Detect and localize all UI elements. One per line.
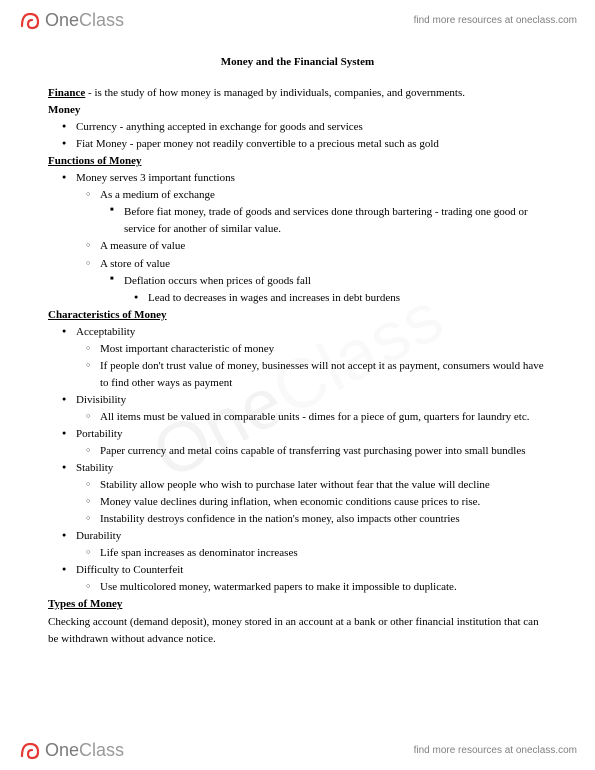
list-item: Paper currency and metal coins capable o… <box>48 443 547 460</box>
functions-heading: Functions of Money <box>48 153 547 170</box>
list-item: As a medium of exchange <box>48 187 547 204</box>
list-item: Portability <box>48 426 547 443</box>
list-item: If people don't trust value of money, bu… <box>48 358 547 392</box>
finance-label: Finance <box>48 87 85 99</box>
list-item: Divisibility <box>48 392 547 409</box>
header-resources-link[interactable]: find more resources at oneclass.com <box>414 15 577 26</box>
list-item: Money value declines during inflation, w… <box>48 494 547 511</box>
types-paragraph: Checking account (demand deposit), money… <box>48 614 547 648</box>
list-item: A store of value <box>48 256 547 273</box>
money-list: Currency - anything accepted in exchange… <box>48 119 547 153</box>
list-item: Durability <box>48 528 547 545</box>
logo-text-class: Class <box>79 740 124 761</box>
list-item: Lead to decreases in wages and increases… <box>48 290 547 307</box>
characteristics-heading: Characteristics of Money <box>48 307 547 324</box>
footer-resources-link[interactable]: find more resources at oneclass.com <box>414 745 577 756</box>
list-item: Difficulty to Counterfeit <box>48 562 547 579</box>
list-item: Money serves 3 important functions <box>48 170 547 187</box>
list-item: Before fiat money, trade of goods and se… <box>48 204 547 238</box>
logo[interactable]: OneClass <box>18 8 124 32</box>
logo-text-class: Class <box>79 10 124 31</box>
list-item: A measure of value <box>48 238 547 255</box>
characteristics-list: Acceptability Most important characteris… <box>48 324 547 597</box>
page-footer: OneClass find more resources at oneclass… <box>0 734 595 770</box>
list-item: Most important characteristic of money <box>48 341 547 358</box>
list-item: Fiat Money - paper money not readily con… <box>48 136 547 153</box>
list-item: Stability <box>48 460 547 477</box>
list-item: Life span increases as denominator incre… <box>48 545 547 562</box>
list-item: Use multicolored money, watermarked pape… <box>48 579 547 596</box>
functions-list: Money serves 3 important functions As a … <box>48 170 547 306</box>
list-item: Deflation occurs when prices of goods fa… <box>48 273 547 290</box>
doc-title: Money and the Financial System <box>48 54 547 71</box>
types-heading: Types of Money <box>48 596 547 613</box>
finance-definition: Finance - is the study of how money is m… <box>48 85 547 102</box>
footer-logo[interactable]: OneClass <box>18 738 124 762</box>
list-item: Currency - anything accepted in exchange… <box>48 119 547 136</box>
page-header: OneClass find more resources at oneclass… <box>0 0 595 36</box>
list-item: Stability allow people who wish to purch… <box>48 477 547 494</box>
list-item: All items must be valued in comparable u… <box>48 409 547 426</box>
list-item: Instability destroys confidence in the n… <box>48 511 547 528</box>
finance-def-text: - is the study of how money is managed b… <box>85 87 465 99</box>
logo-text-one: One <box>45 740 79 761</box>
logo-text-one: One <box>45 10 79 31</box>
document-content: Money and the Financial System Finance -… <box>0 36 595 658</box>
logo-icon <box>18 738 42 762</box>
money-heading: Money <box>48 102 547 119</box>
list-item: Acceptability <box>48 324 547 341</box>
logo-icon <box>18 8 42 32</box>
